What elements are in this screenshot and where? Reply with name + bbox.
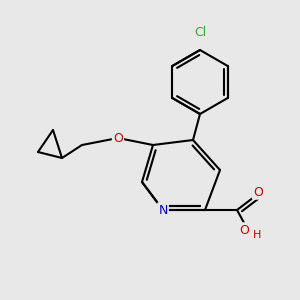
Text: H: H xyxy=(253,230,261,240)
Text: O: O xyxy=(253,185,263,199)
Text: N: N xyxy=(158,203,168,217)
Text: O: O xyxy=(239,224,249,236)
Text: Cl: Cl xyxy=(194,26,206,38)
Text: O: O xyxy=(113,131,123,145)
